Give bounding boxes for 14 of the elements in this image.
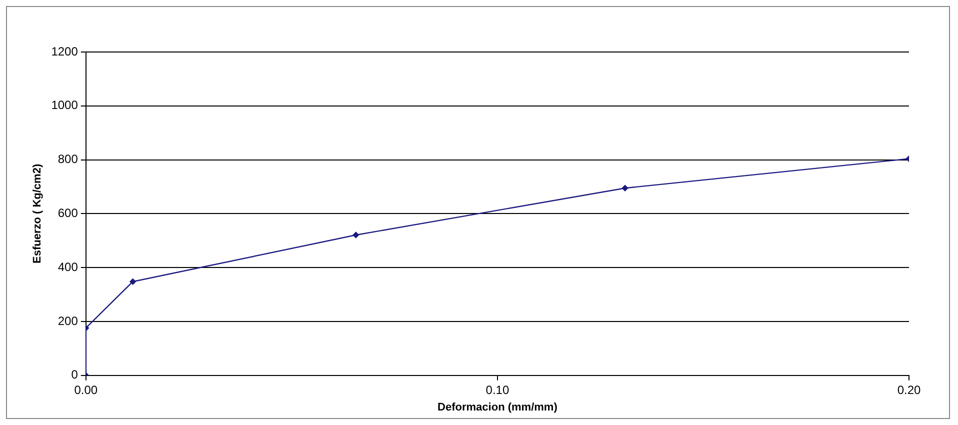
- point: [352, 232, 359, 238]
- x-tick-label: 0.20: [897, 382, 921, 397]
- y-axis-title: Esfuerzo ( Kg/cm2): [32, 164, 44, 264]
- y-tick-label: 200: [58, 314, 78, 328]
- x-tick-label: 0.10: [486, 382, 510, 397]
- y-tick-label: 800: [58, 152, 78, 166]
- y-tick-label: 600: [58, 206, 78, 220]
- point: [130, 278, 136, 285]
- x-tick-label: 0.00: [74, 382, 98, 397]
- y-tick-label: 0: [71, 368, 78, 382]
- x-axis-title: Deformacion (mm/mm): [438, 401, 558, 414]
- y-tick-label: 1200: [51, 44, 78, 58]
- y-tick-label: 400: [58, 260, 78, 274]
- y-tick-label: 1000: [51, 98, 78, 112]
